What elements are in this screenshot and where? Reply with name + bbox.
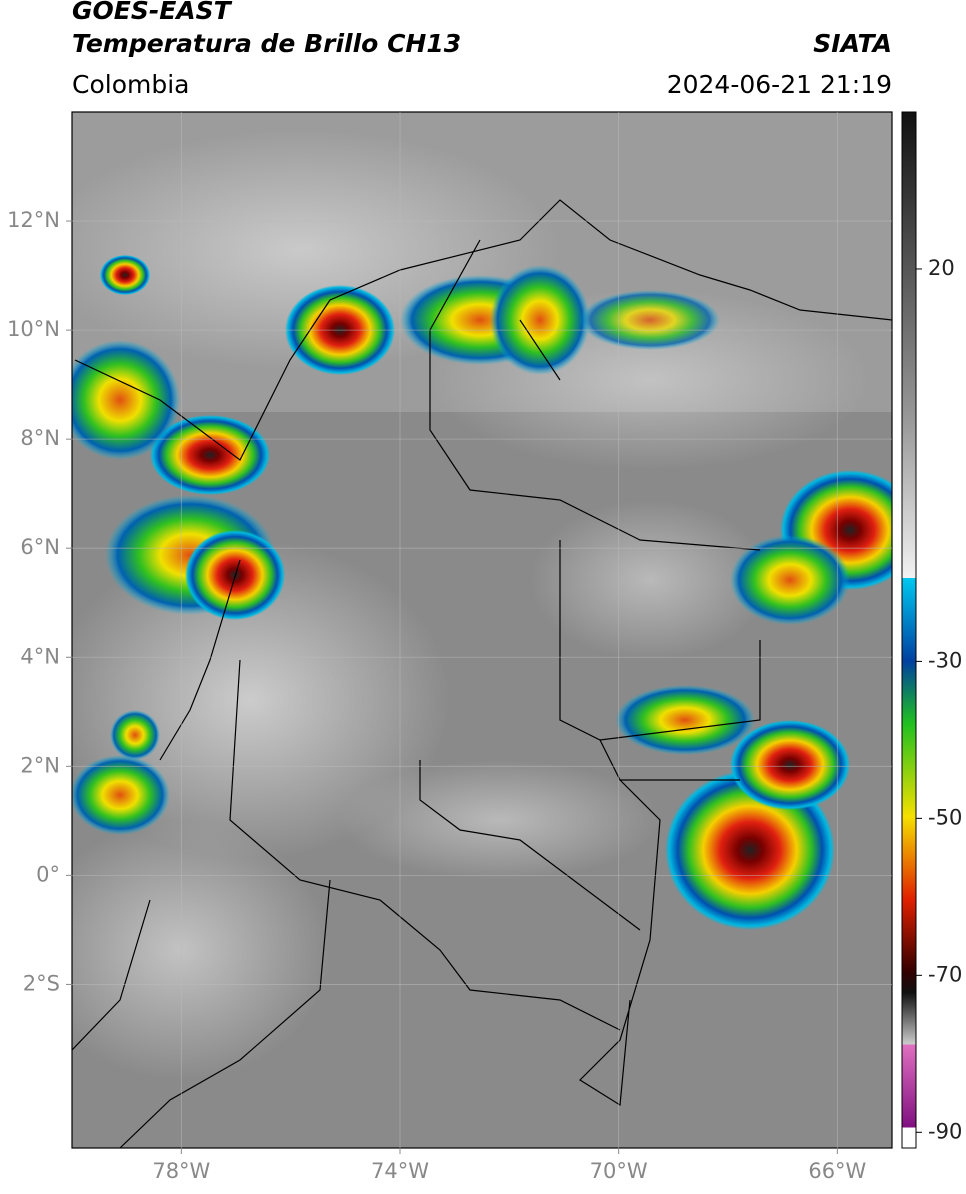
title: GOES-EAST [72, 0, 233, 25]
colorbar-label: -30 [928, 648, 962, 672]
y-tick-label: 2°N [20, 753, 60, 777]
map-frame [71, 111, 893, 1149]
y-tick-label: 0° [36, 862, 60, 886]
y-tick-label: 8°N [20, 426, 60, 450]
colorbar-label: -90 [928, 1119, 962, 1143]
satellite-image [72, 112, 892, 1148]
subtitle: Temperatura de Brillo CH13 [72, 29, 461, 58]
y-tick-label: 4°N [20, 644, 60, 668]
y-tick-label: 10°N [7, 317, 60, 341]
colorbar-label: -50 [928, 805, 962, 829]
colorbar [901, 111, 917, 1149]
colorbar-label: 20 [928, 256, 955, 280]
y-tick-label: 2°S [23, 971, 60, 995]
region: Colombia [72, 70, 189, 99]
y-tick-label: 6°N [20, 535, 60, 559]
x-tick-label: 66°W [808, 1159, 866, 1183]
datetime: 2024-06-21 21:19 [667, 70, 892, 99]
x-tick-label: 78°W [152, 1159, 210, 1183]
source: SIATA [813, 29, 892, 58]
colorbar-label: -70 [928, 962, 962, 986]
x-tick-label: 70°W [590, 1159, 648, 1183]
x-tick-label: 74°W [371, 1159, 429, 1183]
y-tick-label: 12°N [7, 208, 60, 232]
